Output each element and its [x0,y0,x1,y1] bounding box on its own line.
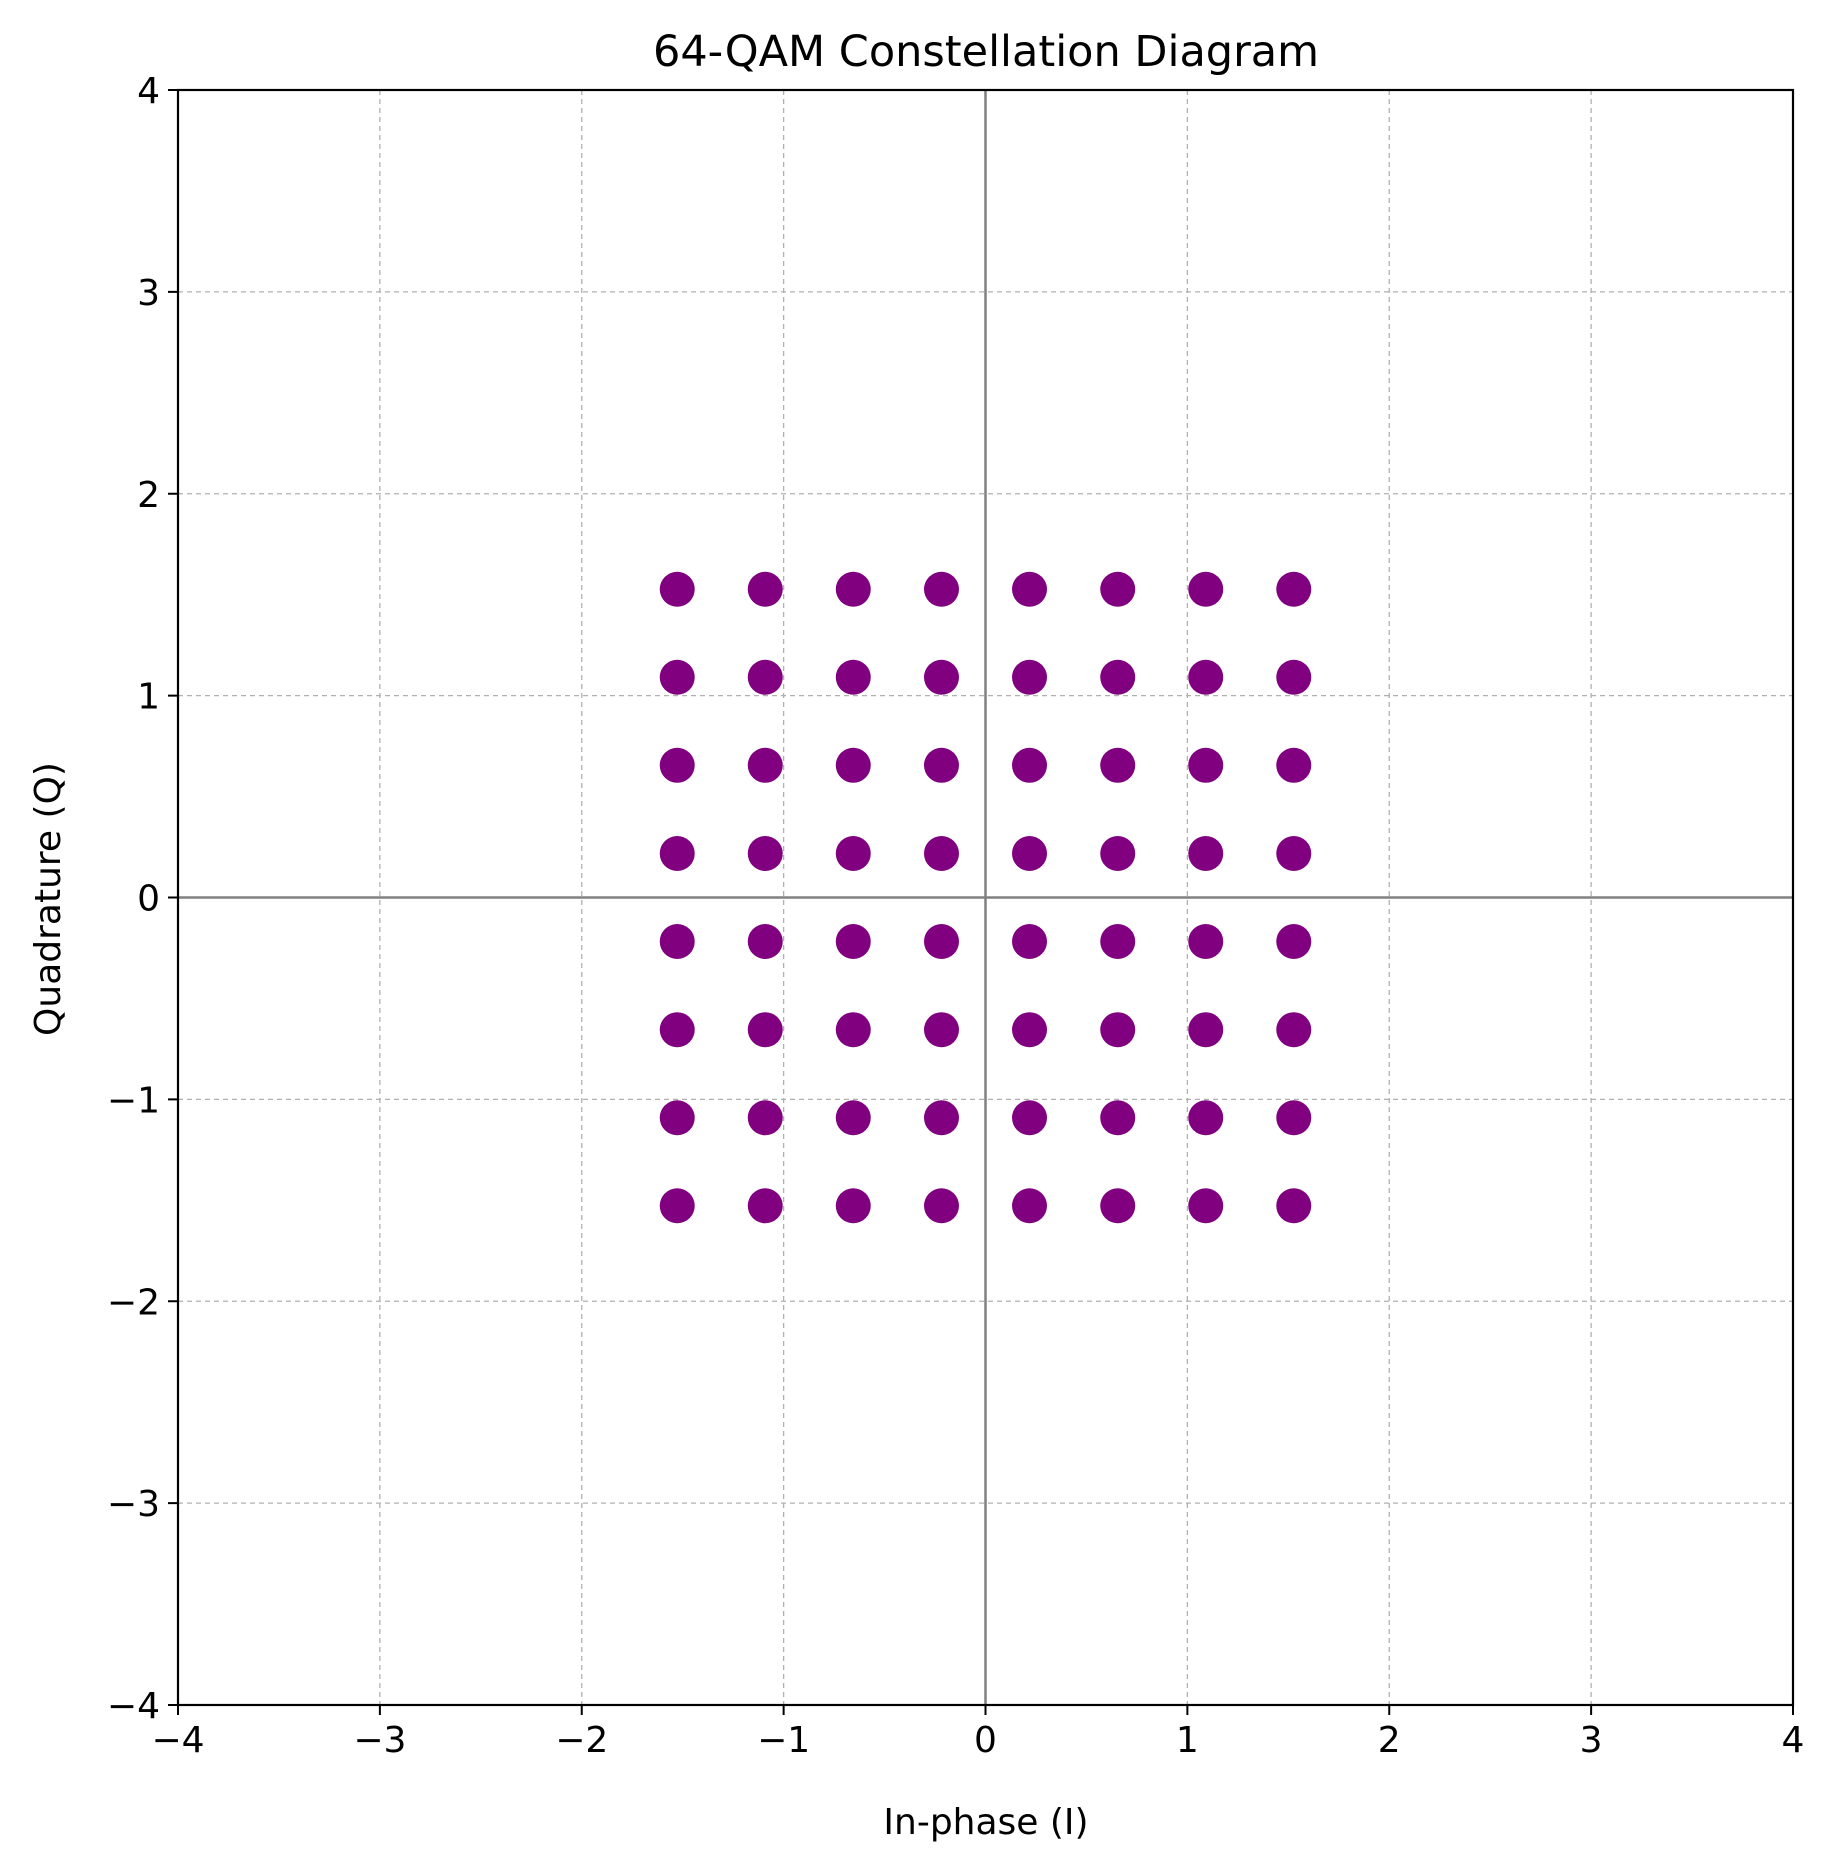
constellation-point-42 [835,1012,871,1048]
x-tick-label-3: −1 [757,1720,810,1761]
y-tick-label-1: −3 [107,1484,160,1525]
x-tick-label-1: −3 [353,1720,406,1761]
constellation-point-55 [1276,1100,1312,1136]
constellation-point-3 [923,571,959,607]
constellation-point-5 [1100,571,1136,607]
constellation-point-61 [1100,1188,1136,1224]
y-tick-label-8: 4 [137,71,160,112]
x-tick-label-4: 0 [974,1720,997,1761]
constellation-point-30 [1188,835,1224,871]
constellation-point-40 [659,1012,695,1048]
constellation-point-49 [747,1100,783,1136]
constellation-point-45 [1100,1012,1136,1048]
y-tick-label-7: 3 [137,273,160,314]
constellation-point-50 [835,1100,871,1136]
constellation-point-28 [1012,835,1048,871]
constellation-point-63 [1276,1188,1312,1224]
zero-lines [178,90,1793,1705]
constellation-point-19 [923,747,959,783]
x-axis-label: In-phase (I) [883,1802,1088,1843]
constellation-point-12 [1012,659,1048,695]
constellation-point-32 [659,924,695,960]
constellation-point-53 [1100,1100,1136,1136]
constellation-point-26 [835,835,871,871]
x-tick-label-2: −2 [555,1720,608,1761]
y-axis-label: Quadrature (Q) [28,762,69,1036]
constellation-point-2 [835,571,871,607]
constellation-point-6 [1188,571,1224,607]
constellation-point-0 [659,571,695,607]
constellation-point-62 [1188,1188,1224,1224]
x-tick-label-6: 2 [1378,1720,1401,1761]
chart-title: 64-QAM Constellation Diagram [653,27,1319,77]
constellation-point-60 [1012,1188,1048,1224]
constellation-point-46 [1188,1012,1224,1048]
constellation-point-33 [747,924,783,960]
constellation-point-56 [659,1188,695,1224]
constellation-point-39 [1276,924,1312,960]
constellation-point-18 [835,747,871,783]
constellation-point-38 [1188,924,1224,960]
x-tick-label-8: 4 [1782,1720,1805,1761]
constellation-point-34 [835,924,871,960]
constellation-point-10 [835,659,871,695]
y-axis-ticks: −4 −3 −2 −1 0 1 2 3 4 [107,71,178,1727]
x-axis-ticks: −4 −3 −2 −1 0 1 2 3 4 [151,1705,1804,1761]
x-tick-label-7: 3 [1580,1720,1603,1761]
constellation-point-44 [1012,1012,1048,1048]
constellation-point-9 [747,659,783,695]
constellation-point-37 [1100,924,1136,960]
constellation-point-21 [1100,747,1136,783]
constellation-point-7 [1276,571,1312,607]
constellation-point-25 [747,835,783,871]
constellation-point-14 [1188,659,1224,695]
constellation-point-13 [1100,659,1136,695]
y-tick-label-3: −1 [107,1080,160,1121]
y-tick-label-2: −2 [107,1282,160,1323]
constellation-point-24 [659,835,695,871]
constellation-point-35 [923,924,959,960]
constellation-point-54 [1188,1100,1224,1136]
constellation-point-23 [1276,747,1312,783]
constellation-point-4 [1012,571,1048,607]
y-tick-label-5: 1 [137,677,160,718]
constellation-points [659,571,1312,1224]
constellation-point-58 [835,1188,871,1224]
constellation-point-36 [1012,924,1048,960]
constellation-point-52 [1012,1100,1048,1136]
constellation-point-17 [747,747,783,783]
constellation-point-57 [747,1188,783,1224]
constellation-point-1 [747,571,783,607]
y-tick-label-0: −4 [107,1686,160,1727]
x-tick-label-5: 1 [1176,1720,1199,1761]
constellation-point-11 [923,659,959,695]
constellation-point-31 [1276,835,1312,871]
y-tick-label-6: 2 [137,475,160,516]
constellation-point-51 [923,1100,959,1136]
constellation-point-15 [1276,659,1312,695]
constellation-point-47 [1276,1012,1312,1048]
constellation-point-29 [1100,835,1136,871]
constellation-point-20 [1012,747,1048,783]
constellation-point-22 [1188,747,1224,783]
constellation-point-59 [923,1188,959,1224]
constellation-point-8 [659,659,695,695]
constellation-point-43 [923,1012,959,1048]
y-tick-label-4: 0 [137,879,160,920]
constellation-point-27 [923,835,959,871]
constellation-point-41 [747,1012,783,1048]
constellation-point-16 [659,747,695,783]
constellation-point-48 [659,1100,695,1136]
x-tick-label-0: −4 [151,1720,204,1761]
